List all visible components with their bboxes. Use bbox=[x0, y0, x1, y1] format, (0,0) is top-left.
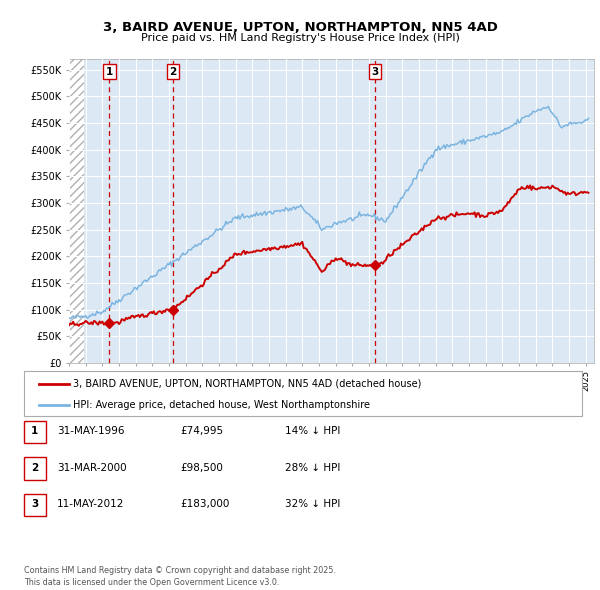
Text: £98,500: £98,500 bbox=[180, 463, 223, 473]
Text: Price paid vs. HM Land Registry's House Price Index (HPI): Price paid vs. HM Land Registry's House … bbox=[140, 33, 460, 43]
Text: HPI: Average price, detached house, West Northamptonshire: HPI: Average price, detached house, West… bbox=[73, 400, 370, 409]
Text: 2: 2 bbox=[170, 67, 177, 77]
Text: 1: 1 bbox=[31, 427, 38, 436]
Text: 14% ↓ HPI: 14% ↓ HPI bbox=[285, 427, 340, 436]
Text: £74,995: £74,995 bbox=[180, 427, 223, 436]
Text: 31-MAR-2000: 31-MAR-2000 bbox=[57, 463, 127, 473]
Text: Contains HM Land Registry data © Crown copyright and database right 2025.
This d: Contains HM Land Registry data © Crown c… bbox=[24, 566, 336, 587]
Text: £183,000: £183,000 bbox=[180, 500, 229, 509]
Text: 31-MAY-1996: 31-MAY-1996 bbox=[57, 427, 125, 436]
Text: 2: 2 bbox=[31, 463, 38, 473]
Text: 3: 3 bbox=[31, 500, 38, 509]
Text: 11-MAY-2012: 11-MAY-2012 bbox=[57, 500, 124, 509]
Text: 3, BAIRD AVENUE, UPTON, NORTHAMPTON, NN5 4AD (detached house): 3, BAIRD AVENUE, UPTON, NORTHAMPTON, NN5… bbox=[73, 379, 422, 389]
Text: 32% ↓ HPI: 32% ↓ HPI bbox=[285, 500, 340, 509]
Bar bbox=[69, 59, 85, 363]
Text: 3: 3 bbox=[371, 67, 379, 77]
Text: 3, BAIRD AVENUE, UPTON, NORTHAMPTON, NN5 4AD: 3, BAIRD AVENUE, UPTON, NORTHAMPTON, NN5… bbox=[103, 21, 497, 34]
Text: 28% ↓ HPI: 28% ↓ HPI bbox=[285, 463, 340, 473]
Text: 1: 1 bbox=[106, 67, 113, 77]
